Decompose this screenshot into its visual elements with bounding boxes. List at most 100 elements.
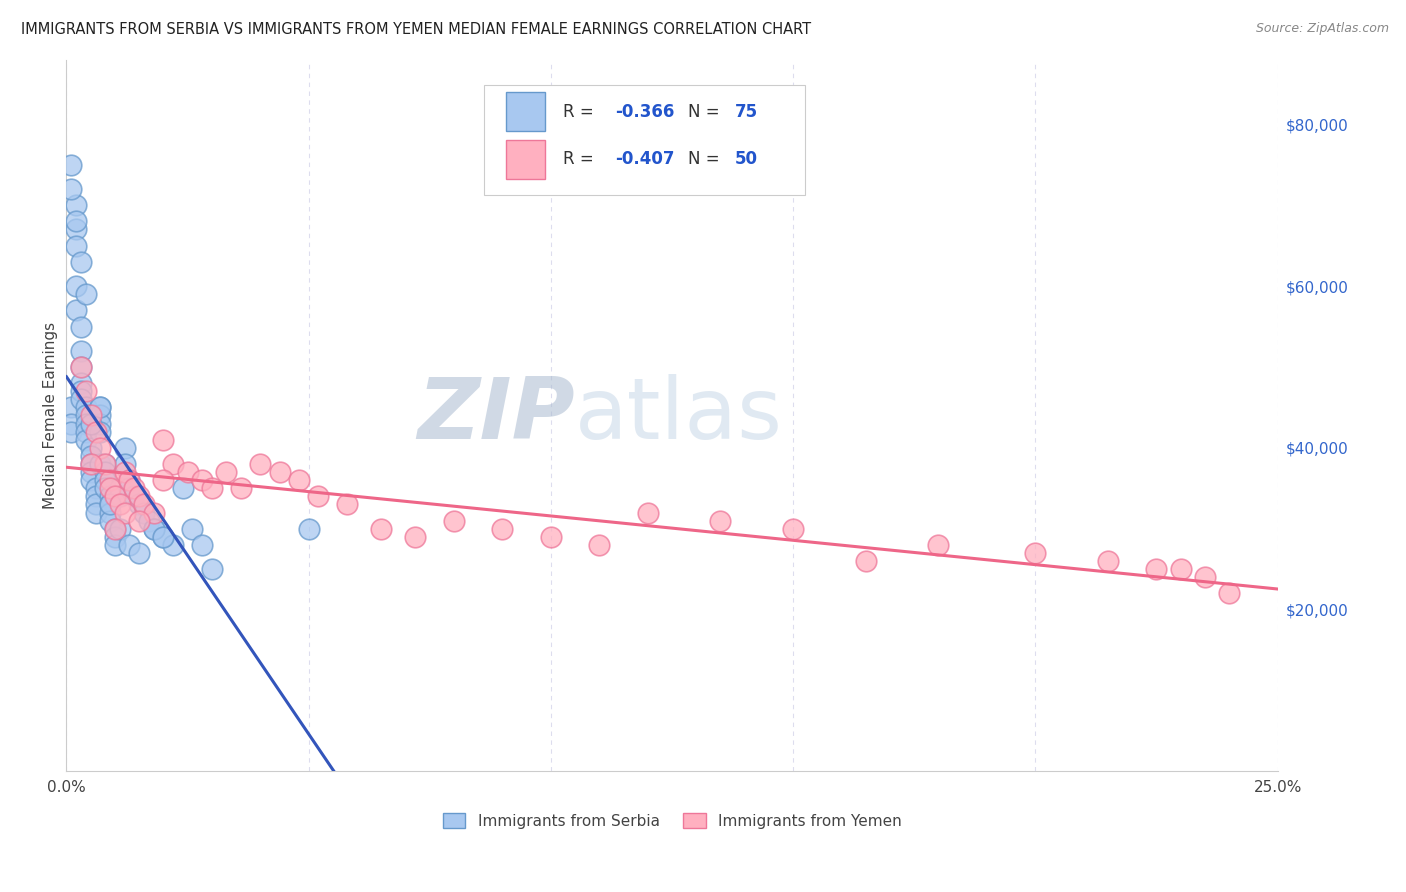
Bar [506,92,546,131]
Point [142,522,165,536]
Point [108,522,131,536]
Point [79,449,101,463]
Point [269,465,291,479]
Point [75,425,97,439]
Point [162,538,184,552]
Point [65,222,87,236]
Point [370,522,392,536]
Point [288,473,311,487]
Point [89,457,111,471]
Point [98,506,121,520]
Point [142,506,165,520]
Point [70,343,93,358]
Point [65,279,87,293]
Point [114,465,136,479]
Point [108,498,131,512]
Point [75,433,97,447]
Point [84,498,107,512]
Point [132,498,155,512]
Point [201,481,224,495]
Point [152,473,174,487]
Point [181,522,204,536]
Text: IMMIGRANTS FROM SERBIA VS IMMIGRANTS FROM YEMEN MEDIAN FEMALE EARNINGS CORRELATI: IMMIGRANTS FROM SERBIA VS IMMIGRANTS FRO… [21,22,811,37]
Point [65,198,87,212]
Point [855,554,877,568]
Point [152,530,174,544]
Point [191,538,214,552]
Point [75,417,97,431]
Point [104,522,127,536]
Point [443,514,465,528]
Text: N =: N = [688,150,724,169]
Point [65,303,87,318]
Point [1097,554,1119,568]
Point [138,514,160,528]
Point [191,473,214,487]
Point [307,489,329,503]
Point [201,562,224,576]
Point [1024,546,1046,560]
Point [118,538,141,552]
Point [249,457,271,471]
Text: -0.407: -0.407 [614,150,675,169]
Point [94,457,117,471]
Point [79,457,101,471]
Point [229,481,252,495]
Point [142,522,165,536]
Point [98,489,121,503]
Point [709,514,731,528]
Point [89,441,111,455]
Point [79,465,101,479]
Point [404,530,426,544]
Point [75,401,97,415]
Point [98,481,121,495]
Point [1170,562,1192,576]
Point [89,417,111,431]
Point [118,473,141,487]
FancyBboxPatch shape [484,85,806,194]
Point [60,182,83,196]
Point [70,376,93,391]
Point [70,384,93,399]
Point [60,158,83,172]
Point [89,425,111,439]
Point [89,409,111,423]
Point [79,457,101,471]
Point [60,417,83,431]
Point [79,417,101,431]
Point [98,498,121,512]
Point [70,319,93,334]
Bar [506,140,546,178]
Point [75,287,97,301]
Point [75,384,97,399]
Point [60,425,83,439]
Point [172,481,194,495]
Point [104,489,127,503]
Point [70,255,93,269]
Point [70,359,93,374]
Text: 75: 75 [735,103,758,120]
Point [94,473,117,487]
Point [118,473,141,487]
Point [927,538,949,552]
Text: atlas: atlas [575,374,783,457]
Point [84,506,107,520]
Point [124,489,146,503]
Point [70,359,93,374]
Point [152,530,174,544]
Point [128,489,150,503]
Text: R =: R = [562,150,599,169]
Point [128,514,150,528]
Point [89,401,111,415]
Point [104,538,127,552]
Point [114,457,136,471]
Point [65,238,87,252]
Point [70,392,93,407]
Point [98,473,121,487]
Point [152,433,174,447]
Point [98,498,121,512]
Point [132,506,155,520]
Y-axis label: Median Female Earnings: Median Female Earnings [44,322,58,509]
Point [65,214,87,228]
Point [84,425,107,439]
